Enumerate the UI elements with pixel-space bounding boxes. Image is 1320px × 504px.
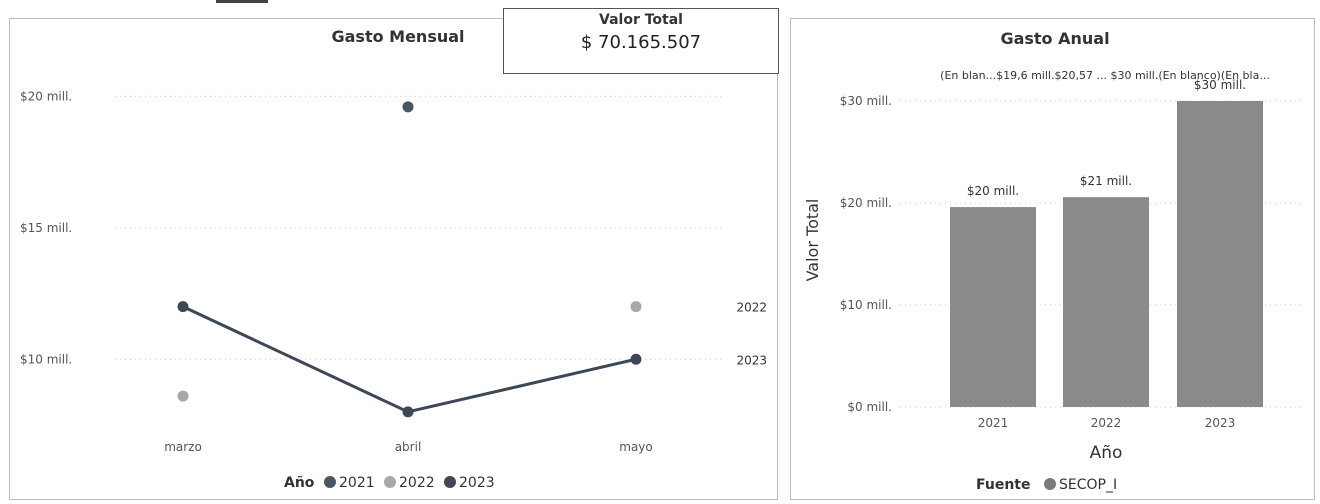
monthly-x-tick-label: mayo <box>619 440 653 454</box>
monthly-x-tick-label: abril <box>395 440 422 454</box>
annual-y-tick-label: $0 mill. <box>847 400 892 414</box>
monthly-legend-label-2022: 2022 <box>399 475 435 491</box>
monthly-point-2023 <box>402 406 414 418</box>
kpi-value: $ 70.165.507 <box>580 32 702 53</box>
monthly-point-2023 <box>630 353 642 365</box>
monthly-y-tick-label: $15 mill. <box>20 221 72 235</box>
annual-x-tick-label: 2022 <box>1091 416 1122 430</box>
kpi-label: Valor Total <box>599 12 683 28</box>
monthly-end-label-2022: 2022 <box>736 301 767 315</box>
annual-bar-2022 <box>1063 197 1149 407</box>
monthly-legend-title: Año <box>284 475 315 491</box>
monthly-y-tick-label: $20 mill. <box>20 89 72 103</box>
annual-data-label-2021: $20 mill. <box>967 184 1019 198</box>
monthly-point-2021 <box>402 101 414 113</box>
monthly-legend-marker-2023 <box>444 476 456 488</box>
monthly-chart-title: Gasto Mensual <box>331 27 464 46</box>
annual-y-tick-label: $30 mill. <box>840 94 892 108</box>
annual-y-axis-label: Valor Total <box>803 199 822 282</box>
annual-x-axis-label: Año <box>1090 443 1123 463</box>
annual-bar-2021 <box>950 207 1036 407</box>
annual-x-tick-label: 2023 <box>1205 416 1236 430</box>
monthly-end-label-2023: 2023 <box>736 353 767 367</box>
monthly-legend-label-2021: 2021 <box>339 475 375 491</box>
annual-y-tick-label: $10 mill. <box>840 298 892 312</box>
monthly-legend-label-2023: 2023 <box>459 475 495 491</box>
annual-chart-title: Gasto Anual <box>1000 29 1109 48</box>
annual-legend-title: Fuente <box>976 477 1030 493</box>
monthly-y-tick-label: $10 mill. <box>20 352 72 366</box>
monthly-point-2022 <box>177 390 189 402</box>
annual-top-annotation: (En blan...$19,6 mill.$20,57 ... $30 mil… <box>940 69 1270 82</box>
top-edge-mark <box>216 0 268 3</box>
annual-y-tick-label: $20 mill. <box>840 196 892 210</box>
annual-legend-marker <box>1044 478 1056 490</box>
annual-data-label-2022: $21 mill. <box>1080 174 1132 188</box>
annual-data-label-2023: $30 mill. <box>1194 78 1246 92</box>
monthly-spend-chart-panel[interactable] <box>9 18 778 500</box>
monthly-point-2023 <box>177 301 189 313</box>
monthly-legend-marker-2021 <box>324 476 336 488</box>
annual-legend-label: SECOP_I <box>1059 477 1117 493</box>
annual-x-tick-label: 2021 <box>978 416 1009 430</box>
monthly-legend-marker-2022 <box>384 476 396 488</box>
monthly-point-2022 <box>630 301 642 313</box>
annual-bar-2023 <box>1177 101 1263 407</box>
kpi-card-valor-total: Valor Total $ 70.165.507 <box>503 8 779 74</box>
monthly-x-tick-label: marzo <box>164 440 202 454</box>
